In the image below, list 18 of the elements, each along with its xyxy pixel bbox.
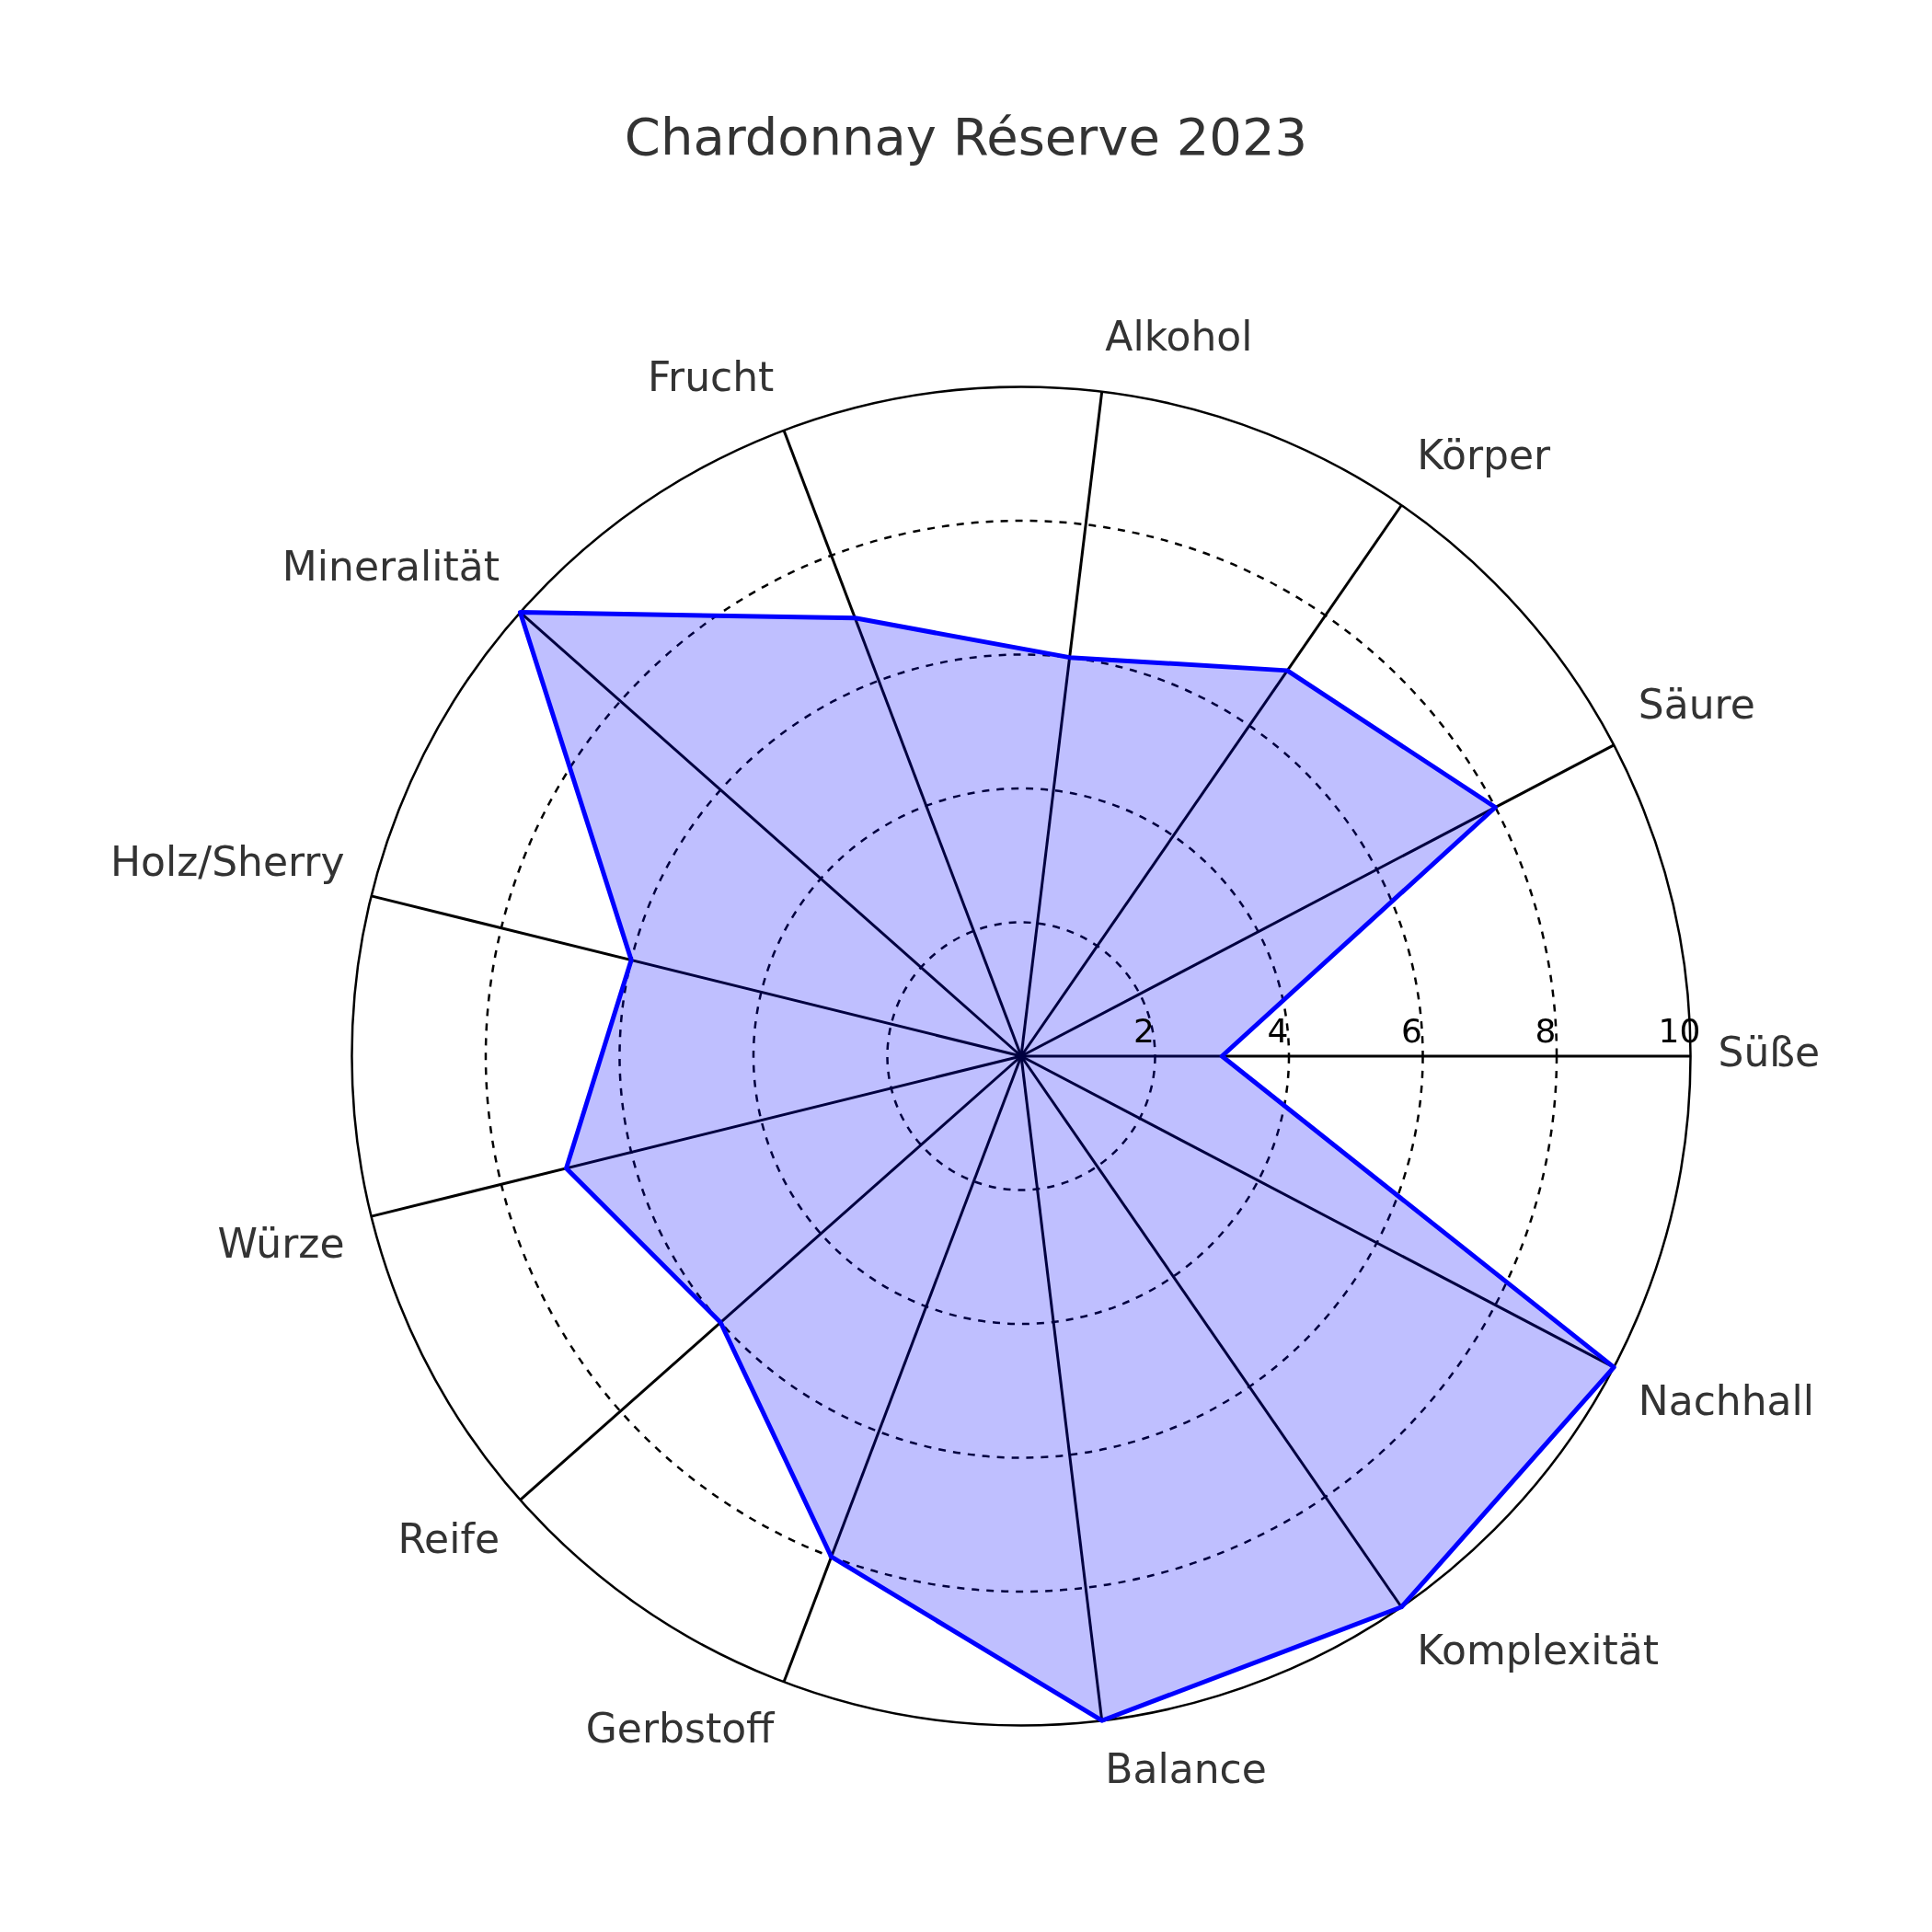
spoke-label: Alkohol	[1105, 313, 1253, 361]
spoke-label: Komplexität	[1417, 1627, 1659, 1674]
spoke-label: Süße	[1718, 1029, 1821, 1076]
spoke-label: Säure	[1638, 681, 1755, 728]
spoke-label: Reife	[397, 1515, 500, 1563]
spoke-label: Gerbstoff	[585, 1705, 776, 1753]
spoke-label: Frucht	[647, 352, 775, 400]
spoke-label: Nachhall	[1638, 1376, 1815, 1424]
spoke-label: Balance	[1105, 1744, 1267, 1792]
spoke-label: Körper	[1417, 431, 1551, 478]
y-tick-label: 2	[1133, 1012, 1155, 1051]
y-tick-label: 8	[1535, 1012, 1557, 1051]
y-tick-label: 4	[1267, 1012, 1289, 1051]
chart-title: Chardonnay Réserve 2023	[624, 107, 1308, 167]
spoke-label: Mineralität	[282, 542, 500, 590]
spoke-label: Holz/Sherry	[110, 837, 345, 885]
spoke-label: Würze	[217, 1220, 345, 1268]
y-tick-label: 6	[1401, 1012, 1422, 1051]
